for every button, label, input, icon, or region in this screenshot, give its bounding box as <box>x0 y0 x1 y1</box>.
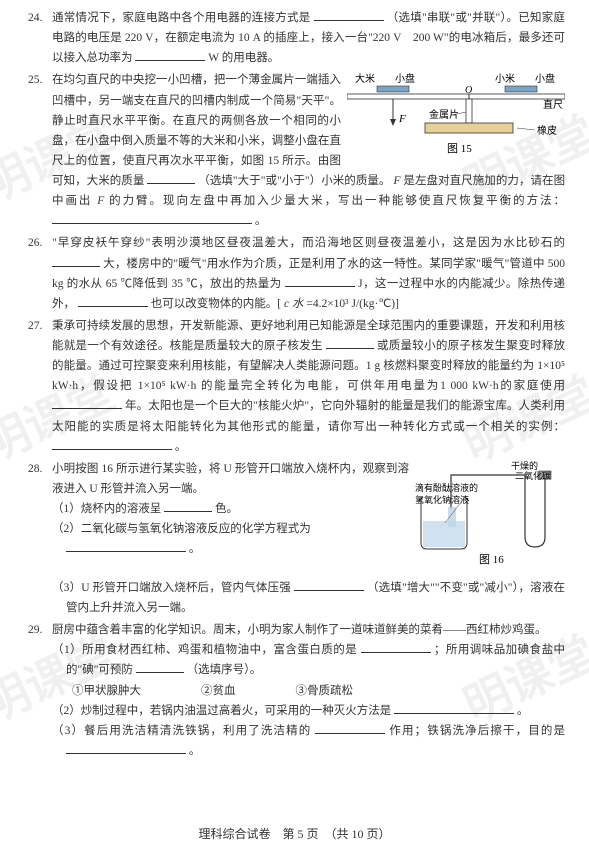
question-body: 滴有酚酞溶液的 氢氧化钠溶液 干燥的 二氧化碳 图 16 小明按图 16 所示进… <box>52 459 565 618</box>
label-rubber: 橡皮 <box>537 124 557 137</box>
text: 。 <box>175 441 187 453</box>
sub-question-3: （3）餐后用洗洁精清洗铁锅，利用了洗洁精的 作用；铁锅洗净后擦干，目的是 。 <box>52 721 565 761</box>
question-body: 秉承可持续发展的思想，开发新能源、更好地利用已知能源是全球范围内的重要课题，开发… <box>52 316 565 457</box>
text: 在均匀直尺的中央挖一小凹槽，把一个薄金属片一端插入凹槽中，另一端支在直尺的凹槽内… <box>52 74 341 187</box>
figure-caption: 图 16 <box>479 553 504 566</box>
text: 通常情况下，家庭电路中各个用电器的连接方式是 <box>52 12 310 24</box>
text: "早穿皮袄午穿纱"表明沙漠地区昼夜温差大，而沿海地区则昼夜温差小，这是因为水比砂… <box>52 237 565 249</box>
text: （选填序号）。 <box>187 664 262 676</box>
option-2: ②贫血 <box>201 681 236 701</box>
figure-caption: 图 15 <box>447 142 472 155</box>
text: 作用；铁锅洗净后擦干，目的是 <box>389 725 565 737</box>
blank <box>361 641 431 653</box>
option-row: ①甲状腺肿大 ②贫血 ③骨质疏松 <box>52 681 565 701</box>
blank <box>147 172 195 184</box>
blank <box>326 337 374 349</box>
question-28: 28. 滴有酚酞溶液的 氢氧化钠溶液 <box>28 459 565 618</box>
text: （选填"大于"或"小于"）小米的质量。 <box>198 175 390 187</box>
figure-15: 大米 小盘 小米 小盘 O <box>347 72 565 167</box>
label-ruler: 直尺 <box>543 98 563 111</box>
blank <box>285 275 355 287</box>
question-number: 29. <box>28 620 52 761</box>
question-29: 29. 厨房中蕴含着丰富的化学知识。周末，小明为家人制作了一道味道鲜美的菜肴——… <box>28 620 565 761</box>
text: （2）二氧化碳与氢氧化钠溶液反应的化学方程式为 <box>52 523 311 535</box>
text: 色。 <box>215 503 238 515</box>
utube-diagram: 滴有酚酞溶液的 氢氧化钠溶液 干燥的 二氧化碳 图 16 <box>415 461 565 569</box>
option-1: ①甲状腺肿大 <box>72 681 141 701</box>
question-24: 24. 通常情况下，家庭电路中各个用电器的连接方式是 （选填"串联"或"并联"）… <box>28 8 565 68</box>
question-25: 25. 大米 小盘 小米 小盘 O <box>28 70 565 231</box>
question-number: 28. <box>28 459 52 618</box>
label-plate-left: 小盘 <box>395 72 415 85</box>
question-number: 27. <box>28 316 52 457</box>
blank <box>135 49 205 61</box>
label-F: F <box>398 113 406 125</box>
text: 的力臂。现向左盘中再加入少量大米，写出一种能够使直尺恢复平衡的方法： <box>109 195 565 207</box>
label-co2: 二氧化碳 <box>515 470 551 481</box>
text: （1）烧杯内的溶液呈 <box>52 503 161 515</box>
text: （3）U 形管开口端放入烧杯后，管内气体压强 <box>52 582 291 594</box>
sub-question-1: （1）所用食材西红柿、鸡蛋和植物油中，富含蛋白质的是 ；所用调味品加碘食盐中的"… <box>52 640 565 680</box>
blank <box>78 295 148 307</box>
balance-diagram: 大米 小盘 小米 小盘 O <box>347 72 565 160</box>
text: 。 <box>189 543 201 555</box>
text: （1）所用食材西红柿、鸡蛋和植物油中，富含蛋白质的是 <box>52 644 357 656</box>
blank <box>314 9 384 21</box>
exam-page: 明课堂 明课堂 明课堂 明课堂 明课堂 明课堂 24. 通常情况下，家庭电路中各… <box>0 0 589 855</box>
question-body: 通常情况下，家庭电路中各个用电器的连接方式是 （选填"串联"或"并联"）。已知家… <box>52 8 565 68</box>
text: W 的用电器。 <box>208 52 279 64</box>
text: =4.2×10³ J/(kg·℃)] <box>306 298 399 310</box>
question-26: 26. "早穿皮袄午穿纱"表明沙漠地区昼夜温差大，而沿海地区则昼夜温差小，这是因… <box>28 233 565 314</box>
var-F: F <box>393 175 400 187</box>
figure-16: 滴有酚酞溶液的 氢氧化钠溶液 干燥的 二氧化碳 图 16 <box>415 461 565 576</box>
blank <box>52 438 172 450</box>
label-millet: 小米 <box>495 72 515 85</box>
text: 也可以改变物体的内能。[ <box>151 298 281 310</box>
label-dry: 干燥的 <box>511 461 538 471</box>
text: 厨房中蕴含着丰富的化学知识。周末，小明为家人制作了一道味道鲜美的菜肴——西红柿炒… <box>52 624 547 636</box>
text: （3）餐后用洗洁精清洗铁锅，利用了洗洁精的 <box>52 725 311 737</box>
question-27: 27. 秉承可持续发展的思想，开发新能源、更好地利用已知能源是全球范围内的重要课… <box>28 316 565 457</box>
question-body: 大米 小盘 小米 小盘 O <box>52 70 565 231</box>
text: 。 <box>255 215 267 227</box>
var-c-water: c 水 <box>284 298 303 310</box>
blank <box>136 661 184 673</box>
text: 。 <box>189 745 201 757</box>
question-number: 26. <box>28 233 52 314</box>
blank <box>66 540 186 552</box>
blank <box>52 255 100 267</box>
blank <box>52 212 252 224</box>
label-plate-right: 小盘 <box>535 72 555 85</box>
question-body: 厨房中蕴含着丰富的化学知识。周末，小明为家人制作了一道味道鲜美的菜肴——西红柿炒… <box>52 620 565 761</box>
blank <box>52 397 122 409</box>
text: （2）炒制过程中，若锅内油温过高着火，可采用的一种灭火方法是 <box>52 705 391 717</box>
question-number: 25. <box>28 70 52 231</box>
sub-question-3: （3）U 形管开口端放入烧杯后，管内气体压强 （选填"增大""不变"或"减小"）… <box>52 578 565 618</box>
blank <box>66 742 186 754</box>
option-3: ③骨质疏松 <box>296 681 354 701</box>
question-body: "早穿皮袄午穿纱"表明沙漠地区昼夜温差大，而沿海地区则昼夜温差小，这是因为水比砂… <box>52 233 565 314</box>
label-rice: 大米 <box>355 72 375 85</box>
label-phenol: 滴有酚酞溶液的 <box>415 482 478 493</box>
var-F: F <box>97 195 104 207</box>
label-naoh: 氢氧化钠溶液 <box>415 494 469 505</box>
blank <box>315 722 385 734</box>
text: 年。太阳也是一个巨大的"核能火炉"，它向外辐射的能量是我们的能源宝库。人类利用太… <box>52 400 565 432</box>
blank <box>164 500 212 512</box>
blank <box>294 579 364 591</box>
text: 小明按图 16 所示进行某实验，将 U 形管开口端放入烧杯内，观察到溶液进入 U… <box>52 463 409 495</box>
text: 。 <box>517 705 529 717</box>
page-footer: 理科综合试卷 第 5 页 （共 10 页） <box>0 824 589 845</box>
sub-question-2: （2）炒制过程中，若锅内油温过高着火，可采用的一种灭火方法是 。 <box>52 701 565 721</box>
blank <box>394 702 514 714</box>
question-number: 24. <box>28 8 52 68</box>
